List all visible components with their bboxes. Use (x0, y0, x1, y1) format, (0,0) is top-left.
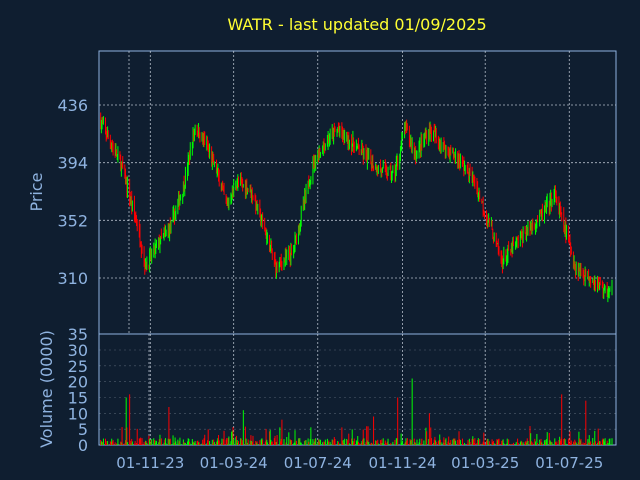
price-axis-label: Price (27, 172, 46, 211)
date-tick-label: 01-11-24 (368, 454, 436, 472)
price-tick-labels: 436 394 352 310 (57, 96, 88, 288)
volume-tick-label: 25 (68, 357, 88, 376)
date-tick-label: 01-11-23 (116, 454, 184, 472)
volume-tick-label: 20 (68, 373, 88, 392)
date-tick-label: 01-03-25 (451, 454, 519, 472)
price-tick-label: 352 (57, 211, 88, 230)
price-tick-label: 436 (57, 96, 88, 115)
volume-tick-label: 15 (68, 389, 88, 408)
price-axis-bottom-label: 35 (68, 325, 88, 344)
volume-tick-label: 0 (78, 436, 88, 455)
date-tick-label: 01-07-24 (284, 454, 352, 472)
price-tick-label: 394 (57, 154, 88, 173)
volume-axis-label: Volume (0000) (37, 330, 56, 448)
volume-tick-label: 30 (68, 341, 88, 360)
date-tick-labels: 01-11-23 01-03-24 01-07-24 01-11-24 01-03-25… (116, 454, 603, 472)
volume-bars (100, 378, 613, 445)
price-panel: 436 394 352 310 35 Price (27, 50, 617, 344)
date-tick-label: 01-03-24 (200, 454, 268, 472)
volume-grid (99, 334, 616, 445)
volume-tick-label: 5 (78, 420, 88, 439)
volume-tick-label: 10 (68, 404, 88, 423)
price-candles (100, 112, 613, 303)
chart-title: WATR - last updated 01/09/2025 (227, 15, 486, 34)
price-tick-label: 310 (57, 269, 88, 288)
date-tick-label: 01-07-25 (535, 454, 603, 472)
